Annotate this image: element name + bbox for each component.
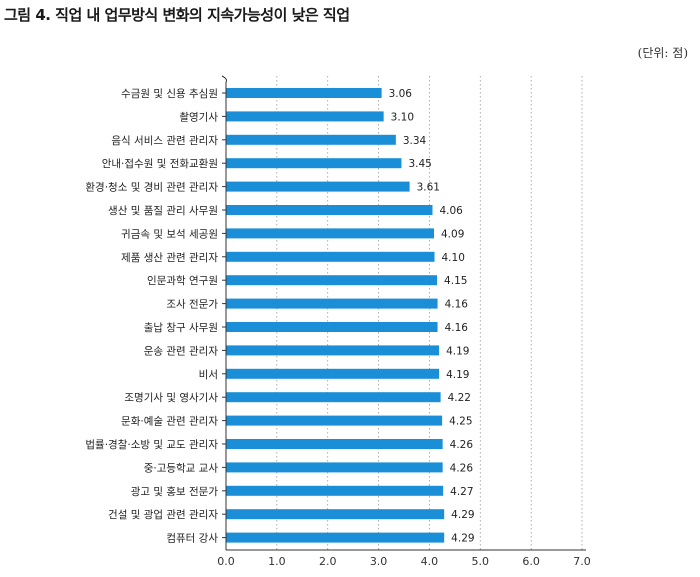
x-tick-label: 0.0 xyxy=(217,555,235,568)
grid-lines xyxy=(276,76,583,550)
category-label: 음식 서비스 관련 관리자 xyxy=(111,135,218,147)
bar xyxy=(226,462,443,473)
category-label: 광고 및 홍보 전문가 xyxy=(131,485,219,498)
x-tick-label: 2.0 xyxy=(319,555,337,568)
data-label: 3.10 xyxy=(391,111,414,123)
category-label: 문화·예술 관련 관리자 xyxy=(121,415,218,428)
axis-break-mark xyxy=(221,75,227,83)
x-tick-label: 3.0 xyxy=(370,555,388,568)
data-label: 4.10 xyxy=(442,252,465,264)
bar xyxy=(226,439,443,449)
bar xyxy=(226,322,438,332)
x-tick-label: 6.0 xyxy=(522,555,540,568)
category-label: 건설 및 광업 관련 관리자 xyxy=(108,508,218,521)
bar xyxy=(226,532,445,543)
category-label: 비서 xyxy=(199,369,218,381)
data-label: 4.19 xyxy=(446,369,469,381)
data-label: 4.29 xyxy=(451,509,474,521)
bar xyxy=(226,415,443,426)
bar xyxy=(226,111,384,122)
data-label: 4.29 xyxy=(451,533,474,545)
bar xyxy=(226,485,444,496)
bar xyxy=(226,392,441,403)
data-label: 4.09 xyxy=(441,228,464,240)
category-label: 수금원 및 신용 추심원 xyxy=(121,88,218,100)
data-label: 3.61 xyxy=(417,182,440,194)
x-tick-label: 5.0 xyxy=(472,555,490,568)
data-label: 4.27 xyxy=(450,486,473,498)
category-label: 생산 및 품질 관리 사무원 xyxy=(108,205,218,217)
bar xyxy=(226,509,445,520)
data-label: 4.22 xyxy=(448,392,471,404)
data-label: 3.06 xyxy=(389,88,413,100)
bar xyxy=(226,88,382,98)
bar xyxy=(226,181,410,192)
data-label: 4.06 xyxy=(439,205,463,217)
bar xyxy=(226,205,433,215)
category-label: 촬영기사 xyxy=(179,111,218,123)
bar xyxy=(226,275,438,286)
category-label: 법률·경찰·소방 및 교도 관리자 xyxy=(85,438,218,451)
category-label: 귀금속 및 보석 세공원 xyxy=(121,228,218,240)
data-label: 3.34 xyxy=(403,135,427,147)
data-label: 4.15 xyxy=(444,275,467,287)
category-label: 인문과학 연구원 xyxy=(147,275,218,287)
category-label: 제품 생산 관련 관리자 xyxy=(121,252,218,264)
bar xyxy=(226,251,435,262)
data-label: 4.26 xyxy=(450,439,474,451)
category-label: 환경·청소 및 경비 관련 관리자 xyxy=(85,181,218,194)
category-label: 안내·접수원 및 전화교환원 xyxy=(102,158,218,170)
data-label: 4.16 xyxy=(445,322,469,334)
chart-title: 그림 4. 직업 내 업무방식 변화의 지속가능성이 낮은 직업 xyxy=(4,6,350,24)
data-label: 4.16 xyxy=(445,299,469,311)
bar xyxy=(226,134,396,145)
x-tick-label: 1.0 xyxy=(268,555,286,568)
data-label: 4.19 xyxy=(446,345,469,357)
category-label: 출납 창구 사무원 xyxy=(144,322,218,334)
category-label: 조명기사 및 영사기사 xyxy=(124,392,218,404)
bar xyxy=(226,298,438,309)
bar xyxy=(226,345,440,356)
category-label: 컴퓨터 강사 xyxy=(166,533,218,545)
bar xyxy=(226,158,402,169)
unit-label: (단위: 점) xyxy=(637,46,688,60)
x-tick-label: 7.0 xyxy=(573,555,591,568)
data-label: 4.26 xyxy=(450,462,474,474)
bars xyxy=(226,88,445,543)
axes xyxy=(221,75,586,551)
bar xyxy=(226,368,440,379)
category-label: 운송 관련 관리자 xyxy=(144,345,219,357)
data-label: 4.25 xyxy=(449,416,472,428)
bar xyxy=(226,228,435,239)
labels: 0.0 1.0 2.0 3.0 4.0 5.0 6.0 7.0 수금원 및 신용 추심원 3.06… xyxy=(85,88,590,568)
category-label: 조사 전문가 xyxy=(166,299,218,311)
data-label: 3.45 xyxy=(408,158,431,170)
category-label: 중·고등학교 교사 xyxy=(144,462,219,474)
x-tick-label: 4.0 xyxy=(421,555,439,568)
